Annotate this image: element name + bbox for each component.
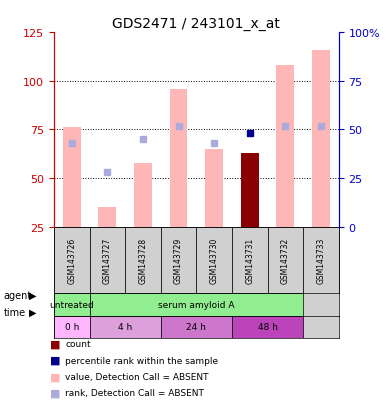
FancyBboxPatch shape [125, 227, 161, 294]
Text: ■: ■ [50, 388, 60, 398]
Text: ▶: ▶ [29, 307, 36, 317]
Text: GSM143732: GSM143732 [281, 237, 290, 283]
FancyBboxPatch shape [54, 227, 89, 294]
Bar [241, 153, 259, 227]
Bar [54, 294, 89, 316]
Text: GSM143729: GSM143729 [174, 237, 183, 283]
Bar [89, 294, 303, 316]
FancyBboxPatch shape [268, 227, 303, 294]
Bar [276, 66, 294, 227]
Text: ■: ■ [50, 339, 60, 349]
Bar [205, 150, 223, 227]
Text: percentile rank within the sample: percentile rank within the sample [65, 356, 219, 365]
Text: agent: agent [4, 290, 32, 300]
Text: 4 h: 4 h [118, 323, 132, 332]
FancyBboxPatch shape [161, 227, 196, 294]
FancyBboxPatch shape [303, 227, 339, 294]
Text: serum amyloid A: serum amyloid A [158, 300, 234, 309]
Bar [63, 128, 80, 227]
Title: GDS2471 / 243101_x_at: GDS2471 / 243101_x_at [112, 17, 280, 31]
Text: GSM143731: GSM143731 [245, 237, 254, 283]
Bar [99, 208, 116, 227]
Text: time: time [4, 307, 26, 317]
Text: GSM143730: GSM143730 [210, 237, 219, 283]
Text: GSM143727: GSM143727 [103, 237, 112, 283]
Bar [54, 316, 89, 338]
Text: count: count [65, 339, 91, 348]
Bar [134, 163, 152, 227]
Text: GSM143726: GSM143726 [67, 237, 76, 283]
Bar [161, 316, 232, 338]
Bar [170, 89, 187, 227]
Text: ■: ■ [50, 372, 60, 382]
Text: GSM143733: GSM143733 [316, 237, 325, 283]
Text: GSM143728: GSM143728 [139, 237, 147, 283]
Text: ▶: ▶ [29, 290, 36, 300]
Bar [312, 50, 330, 227]
Text: 24 h: 24 h [186, 323, 206, 332]
Bar [232, 316, 303, 338]
Text: ■: ■ [50, 355, 60, 365]
FancyBboxPatch shape [89, 227, 125, 294]
Text: value, Detection Call = ABSENT: value, Detection Call = ABSENT [65, 372, 209, 381]
FancyBboxPatch shape [196, 227, 232, 294]
Text: 48 h: 48 h [258, 323, 278, 332]
FancyBboxPatch shape [232, 227, 268, 294]
Text: 0 h: 0 h [65, 323, 79, 332]
Text: untreated: untreated [49, 300, 94, 309]
Text: rank, Detection Call = ABSENT: rank, Detection Call = ABSENT [65, 388, 204, 397]
Bar [89, 316, 161, 338]
